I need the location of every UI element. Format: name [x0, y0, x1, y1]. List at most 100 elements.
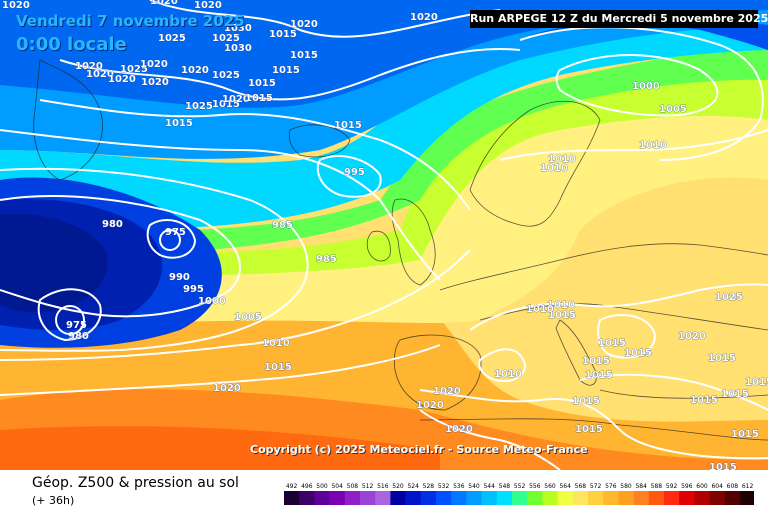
- isobar: [579, 373, 768, 411]
- pressure-label: 1010: [526, 304, 554, 315]
- pressure-label: 1015: [624, 348, 652, 359]
- pressure-label: 1020: [678, 331, 706, 342]
- pressure-label: 1020: [213, 383, 241, 394]
- scale-swatch: [329, 491, 346, 505]
- pressure-label: 1020: [141, 77, 169, 88]
- pressure-label: 1015: [721, 389, 749, 400]
- low-center-marker: [55, 305, 85, 335]
- pressure-label: 1010: [639, 140, 667, 151]
- scale-swatch: [633, 491, 650, 505]
- low-centers: [55, 229, 181, 335]
- isobar: [0, 167, 309, 352]
- scale-swatch: [299, 491, 315, 505]
- pressure-label: 975: [66, 320, 87, 331]
- pressure-label: 1015: [708, 353, 736, 364]
- scale-swatch: [740, 491, 754, 505]
- pressure-label: 1015: [334, 120, 362, 131]
- pressure-label: 1020: [222, 94, 250, 105]
- copyright-notice: Copyright (c) 2025 Meteociel.fr - Source…: [250, 443, 588, 456]
- pressure-label: 1015: [690, 395, 718, 406]
- scale-swatch: [527, 491, 543, 505]
- scale-swatch: [694, 491, 710, 505]
- pressure-label: 1015: [575, 424, 603, 435]
- coastlines: [33, 59, 768, 441]
- pressure-label: 1010: [494, 369, 522, 380]
- pressure-label: 1020: [75, 61, 103, 72]
- pressure-label: 1015: [582, 356, 610, 367]
- scale-tick-label: 536: [453, 483, 465, 490]
- pressure-label: 1025: [212, 70, 240, 81]
- color-scale: 492 496 500 504 508 512 516 520 524 528 532 536 540 5…: [284, 483, 754, 505]
- band-trough-core: [0, 214, 108, 313]
- scale-tick-label: 608: [727, 483, 739, 490]
- scale-tick-label: 604: [711, 483, 723, 490]
- pressure-label: 1020: [445, 424, 473, 435]
- pressure-label: 1005: [234, 312, 262, 323]
- scale-tick-label: 496: [301, 483, 313, 490]
- isobar: [478, 348, 527, 383]
- scale-swatch: [284, 491, 300, 505]
- pressure-label: 1015: [212, 99, 240, 110]
- pressure-label: 1020: [108, 74, 136, 85]
- scale-swatch: [314, 491, 330, 505]
- map-canvas: 1020 1020 1025 1030 1015 1020 1020 1025 …: [0, 0, 768, 470]
- isobar: [419, 409, 561, 470]
- pressure-label: 1005: [659, 104, 687, 115]
- isobar: [0, 344, 441, 396]
- pressure-label: 1025: [120, 64, 148, 75]
- scale-tick-label: 600: [696, 483, 708, 490]
- weather-map: 1020 1020 1025 1030 1015 1020 1020 1025 …: [0, 0, 768, 470]
- pressure-label: 1025: [185, 101, 213, 112]
- geopotential-field: [0, 0, 768, 470]
- scale-swatch: [420, 491, 437, 505]
- scale-swatch: [542, 491, 558, 505]
- scale-swatch: [466, 491, 482, 505]
- valid-time: 0:00 locale: [16, 34, 127, 55]
- pressure-label: 1015: [248, 78, 276, 89]
- pressure-label: 1015: [272, 65, 300, 76]
- pressure-label: 1020: [416, 400, 444, 411]
- pressure-label: 1000: [198, 296, 226, 307]
- pressure-label: 1010: [547, 300, 575, 311]
- scale-tick-label: 528: [423, 483, 435, 490]
- legend-forecast-hour: (+ 36h): [32, 494, 75, 507]
- scale-tick-label: 560: [544, 483, 556, 490]
- scale-tick-label: 576: [605, 483, 617, 490]
- north-africa-coast: [419, 418, 768, 441]
- isobar: [149, 0, 501, 38]
- run-info: Run ARPEGE 12 Z du Mercredi 5 novembre 2…: [470, 10, 768, 28]
- isobar: [39, 99, 471, 211]
- pressure-label: 1015: [165, 118, 193, 129]
- pressure-label: 1020: [410, 12, 438, 23]
- scale-tick-label: 512: [362, 483, 374, 490]
- scale-tick-label: 492: [286, 483, 298, 490]
- scale-swatch: [664, 491, 680, 505]
- scale-tick-label: 592: [666, 483, 678, 490]
- isobar: [316, 155, 382, 198]
- scale-swatch: [360, 491, 376, 505]
- scale-swatch: [451, 491, 467, 505]
- scale-swatch: [375, 491, 391, 505]
- pressure-label: 1015: [548, 310, 576, 321]
- scale-swatch: [679, 491, 695, 505]
- pressure-label: 1025: [158, 33, 186, 44]
- pressure-label: 1015: [290, 50, 318, 61]
- pressure-label: 980: [68, 331, 89, 342]
- pressure-label: 1030: [224, 23, 252, 34]
- scale-tick-label: 568: [575, 483, 587, 490]
- scale-tick-label: 516: [377, 483, 389, 490]
- scale-swatch: [344, 491, 361, 505]
- scale-tick-label: 588: [651, 483, 663, 490]
- pressure-label: 1020: [86, 69, 114, 80]
- band-cyan: [0, 25, 768, 231]
- scale-tick-label: 544: [483, 483, 495, 490]
- continent-coast: [439, 243, 768, 399]
- pressure-label: 1010: [548, 154, 576, 165]
- scale-tick-label: 508: [347, 483, 359, 490]
- pressure-label: 985: [316, 254, 337, 265]
- scale-tick-label: 564: [559, 483, 571, 490]
- pressure-label: 1015: [709, 462, 737, 470]
- pressure-label: 1015: [598, 338, 626, 349]
- scale-swatch: [709, 491, 726, 505]
- scale-tick-label: 612: [742, 483, 754, 490]
